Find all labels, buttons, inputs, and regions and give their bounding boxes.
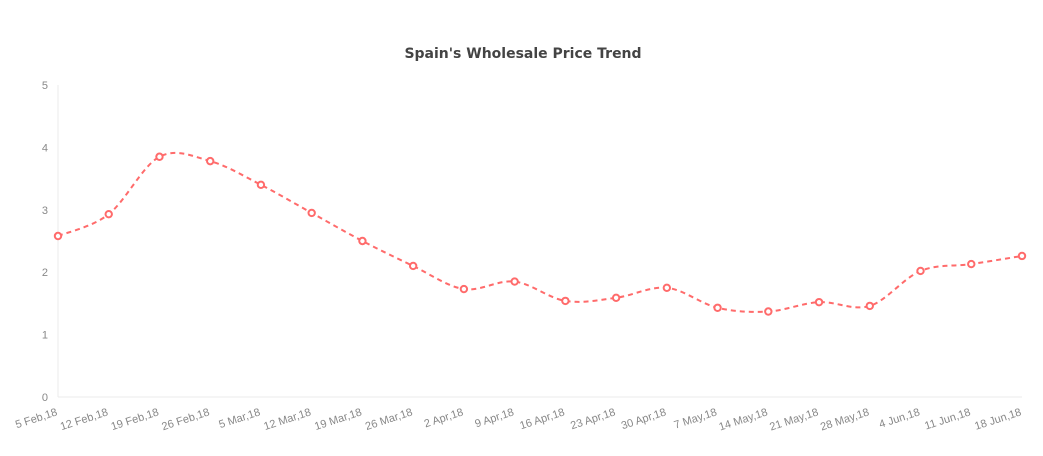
data-point xyxy=(865,301,874,311)
x-tick-label: 5 Feb,18 xyxy=(14,406,59,431)
x-tick-label: 11 Jun,18 xyxy=(923,406,972,432)
x-tick-label: 4 Jun,18 xyxy=(878,406,922,430)
data-point xyxy=(155,152,164,161)
y-tick-label: 0 xyxy=(42,392,48,404)
data-point xyxy=(713,303,722,312)
data-point xyxy=(662,283,672,292)
x-tick-label: 28 May,18 xyxy=(819,406,871,433)
x-tick-label: 23 Apr,18 xyxy=(569,406,617,432)
x-tick-label: 12 Mar,18 xyxy=(262,406,312,433)
y-tick-label: 4 xyxy=(42,142,48,154)
x-tick-label: 5 Mar,18 xyxy=(217,406,261,431)
data-point xyxy=(104,209,113,219)
series xyxy=(53,152,1027,316)
data-point xyxy=(967,259,976,269)
x-tick-label: 26 Mar,18 xyxy=(364,406,414,433)
x-tick-label: 12 Feb,18 xyxy=(59,406,110,433)
x-tick-label: 7 May,18 xyxy=(673,406,719,431)
x-tick-label: 21 May,18 xyxy=(768,406,820,433)
chart-title: Spain's Wholesale Price Trend xyxy=(404,46,641,62)
data-point xyxy=(358,236,367,246)
series-line xyxy=(57,152,1023,313)
data-point xyxy=(408,261,418,271)
data-point xyxy=(459,284,469,294)
y-tick-label: 5 xyxy=(42,80,48,92)
y-tick-label: 3 xyxy=(42,205,48,217)
data-point xyxy=(1017,251,1027,261)
y-tick-label: 1 xyxy=(42,330,48,342)
data-point xyxy=(561,296,570,306)
data-point xyxy=(307,208,316,218)
x-tick-label: 9 Apr,18 xyxy=(473,406,515,430)
axes: 0 1 2 3 4 5 5 Feb,18 12 Feb,18 19 Feb,18 26 Feb,1… xyxy=(14,80,1023,433)
x-tick-label: 19 Feb,18 xyxy=(110,406,161,433)
y-tick-label: 2 xyxy=(42,267,48,279)
data-point xyxy=(611,293,621,302)
data-point xyxy=(916,266,925,276)
x-tick-label: 30 Apr,18 xyxy=(620,406,668,432)
x-tick-label: 2 Apr,18 xyxy=(423,406,465,430)
data-point xyxy=(764,307,773,316)
data-point xyxy=(206,156,215,166)
data-point xyxy=(53,231,63,241)
x-tick-label: 19 Mar,18 xyxy=(313,406,363,433)
x-tick-label: 16 Apr,18 xyxy=(518,406,566,432)
data-point xyxy=(256,180,266,190)
data-point xyxy=(814,297,824,307)
x-tick-label: 14 May,18 xyxy=(717,406,769,433)
x-tick-label: 26 Feb,18 xyxy=(160,406,211,433)
data-point xyxy=(510,277,519,286)
x-tick-label: 18 Jun,18 xyxy=(973,406,1023,432)
